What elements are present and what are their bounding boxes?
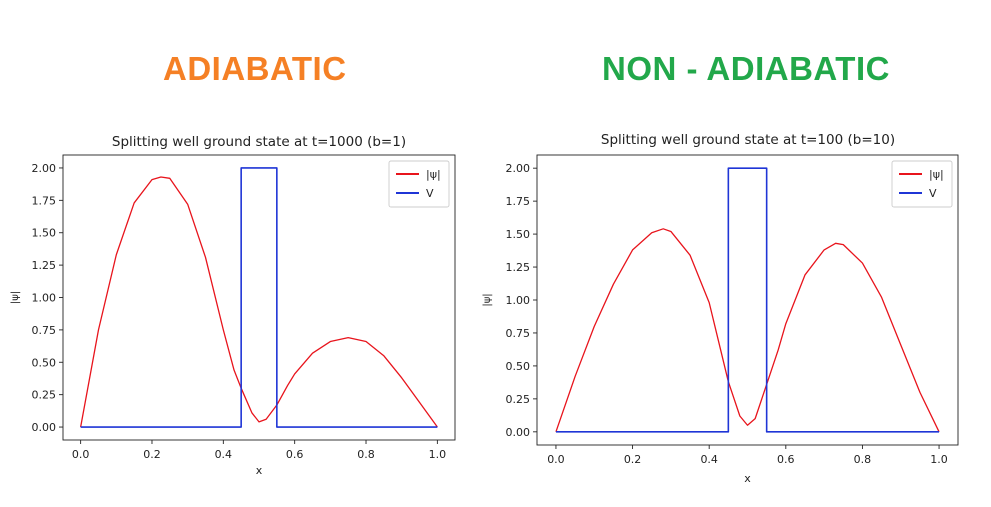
chart-adiabatic-psi-line: [80, 176, 438, 428]
chart-non-adiabatic-legend-box: [891, 160, 953, 208]
chart-adiabatic-ytick-label: 0.50: [32, 356, 57, 369]
chart-adiabatic-ytick-label: 0.75: [32, 324, 57, 337]
chart-non-adiabatic-xtick-label: 0.6: [777, 453, 795, 466]
chart-non-adiabatic-ytick-label: 2.00: [506, 162, 531, 175]
chart-non-adiabatic-xtick-label: 1.0: [930, 453, 948, 466]
chart-adiabatic-legend-box: [388, 160, 450, 208]
chart-adiabatic-legend: |ψ| V: [388, 160, 450, 208]
chart-adiabatic-legend-label: V: [426, 187, 434, 200]
chart-adiabatic-xtick-label: 1.0: [429, 448, 447, 461]
chart-non-adiabatic-legend-label: V: [929, 187, 937, 200]
chart-non-adiabatic-ytick-label: 1.75: [506, 195, 531, 208]
chart-non-adiabatic-legend-label: |ψ|: [929, 168, 944, 181]
chart-adiabatic-ytick-label: 2.00: [32, 162, 57, 175]
chart-non-adiabatic-ytick-label: 0.25: [506, 393, 531, 406]
chart-adiabatic-title: Splitting well ground state at t=1000 (b…: [112, 134, 406, 150]
chart-non-adiabatic-legend: |ψ| V: [891, 160, 953, 208]
chart-non-adiabatic-xtick-label: 0.0: [547, 453, 565, 466]
chart-adiabatic-xtick-label: 0.6: [286, 448, 304, 461]
heading-non-adiabatic: NON - ADIABATIC: [602, 50, 890, 87]
chart-non-adiabatic-ytick-label: 0.50: [506, 360, 531, 373]
chart-adiabatic-ytick-label: 1.75: [32, 194, 57, 207]
chart-non-adiabatic-xtick-label: 0.4: [700, 453, 718, 466]
chart-non-adiabatic-ytick-label: 0.75: [506, 327, 531, 340]
chart-adiabatic-ytick-label: 1.25: [32, 259, 57, 272]
chart-non-adiabatic-potential-line: [555, 167, 940, 433]
chart-adiabatic-potential-line: [80, 167, 438, 428]
chart-non-adiabatic-ytick-label: 1.25: [506, 261, 531, 274]
chart-adiabatic-ytick-label: 1.00: [32, 292, 57, 305]
chart-adiabatic-ytick-label: 1.50: [32, 227, 57, 240]
chart-non-adiabatic-title: Splitting well ground state at t=100 (b=…: [601, 132, 895, 148]
chart-adiabatic-legend-label: |ψ|: [426, 168, 441, 181]
chart-adiabatic-xtick-label: 0.2: [143, 448, 161, 461]
chart-adiabatic-ytick-label: 0.00: [32, 421, 57, 434]
chart-non-adiabatic-xlabel: x: [744, 472, 751, 485]
chart-adiabatic-ytick-label: 0.25: [32, 389, 57, 402]
chart-non-adiabatic-xtick-label: 0.2: [624, 453, 642, 466]
chart-adiabatic-xtick-label: 0.0: [72, 448, 90, 461]
chart-non-adiabatic-psi-line: [555, 228, 940, 433]
chart-adiabatic-ylabel: |ψ|: [10, 291, 21, 304]
chart-non-adiabatic-ylabel: |ψ|: [482, 293, 493, 306]
chart-non-adiabatic-ytick-label: 1.00: [506, 294, 531, 307]
chart-non-adiabatic-xtick-label: 0.8: [854, 453, 872, 466]
chart-adiabatic-xtick-label: 0.8: [357, 448, 375, 461]
chart-adiabatic-xtick-label: 0.4: [215, 448, 233, 461]
chart-non-adiabatic-ytick-label: 0.00: [506, 426, 531, 439]
chart-adiabatic-xlabel: x: [256, 464, 263, 477]
chart-non-adiabatic-ytick-label: 1.50: [506, 228, 531, 241]
heading-adiabatic: ADIABATIC: [163, 50, 347, 87]
